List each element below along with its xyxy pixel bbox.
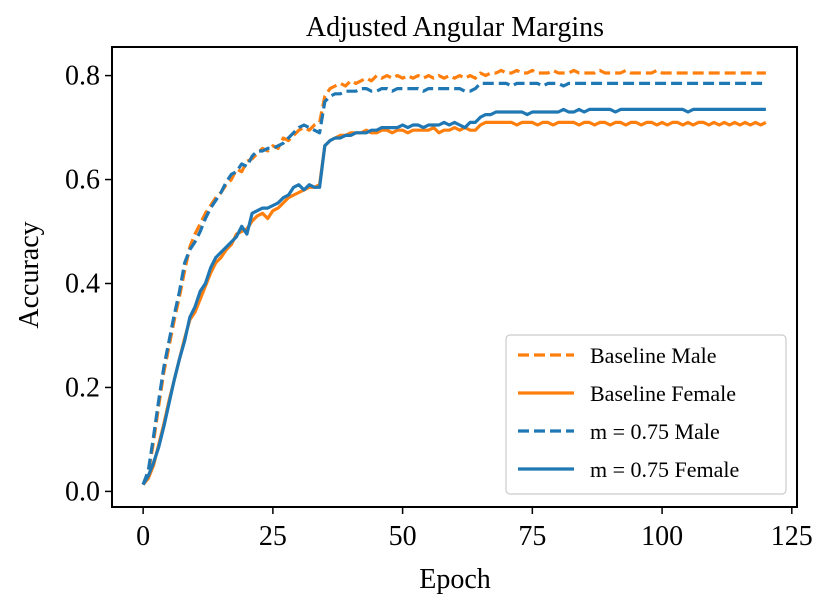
y-tick-label: 0.8: [65, 61, 100, 92]
y-tick-label: 0.0: [65, 476, 100, 507]
chart-title: Adjusted Angular Margins: [306, 12, 604, 43]
legend: Baseline Male Baseline Female m = 0.75 Mal…: [505, 334, 787, 495]
x-axis-ticks: 0 25 50 75 100 125: [136, 507, 813, 552]
plot-frame: [111, 46, 798, 508]
x-tick-label: 0: [136, 521, 150, 552]
y-tick-label: 0.4: [65, 268, 100, 299]
legend-label: Baseline Male: [590, 343, 716, 368]
x-tick-label: 50: [389, 521, 417, 552]
x-tick-label: 75: [518, 521, 546, 552]
series-line-m-0-75-female: [141, 107, 766, 486]
legend-box: [505, 334, 787, 495]
legend-label: m = 0.75 Male: [590, 419, 720, 444]
y-axis-label: Accuracy: [14, 221, 45, 328]
y-axis-ticks: 0.0 0.2 0.4 0.6 0.8: [65, 61, 112, 507]
series-line-baseline-male: [141, 68, 766, 486]
series-group: [141, 68, 767, 486]
x-tick-label: 125: [771, 521, 813, 552]
legend-label: Baseline Female: [590, 381, 736, 406]
y-tick-label: 0.2: [65, 372, 100, 403]
series-line-m-0-75-male: [141, 81, 766, 486]
x-tick-label: 100: [641, 521, 683, 552]
y-tick-label: 0.6: [65, 165, 100, 196]
x-tick-label: 25: [259, 521, 287, 552]
legend-label: m = 0.75 Female: [590, 457, 739, 482]
x-axis-label: Epoch: [419, 564, 491, 595]
